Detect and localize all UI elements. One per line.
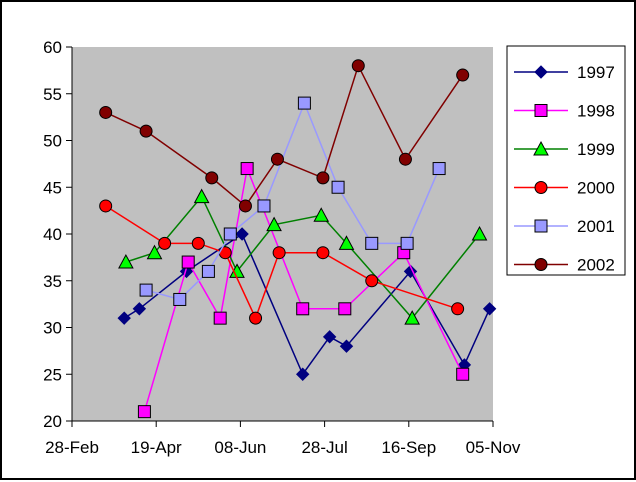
y-tick-label: 25 [43, 365, 62, 384]
data-point-1999 [313, 207, 330, 222]
data-point-2001 [331, 180, 345, 194]
data-point-1997 [322, 330, 337, 344]
y-tick-label: 60 [43, 38, 62, 57]
data-point-2001 [201, 264, 215, 278]
data-point-2000 [316, 246, 330, 260]
legend-entry-2000: 2000 [514, 179, 615, 198]
data-point-2001 [297, 96, 311, 110]
x-tick-label: 28-Jul [301, 438, 347, 457]
data-point-2002 [139, 124, 153, 138]
data-point-1999 [193, 188, 210, 204]
y-tick-label: 45 [43, 178, 62, 197]
y-tick-label: 40 [43, 225, 62, 244]
data-point-2000 [191, 236, 205, 250]
data-point-1998 [181, 255, 195, 269]
legend-marker [534, 181, 548, 194]
data-point-2002 [99, 105, 113, 119]
y-tick-label: 55 [43, 85, 62, 104]
data-point-1997 [482, 302, 497, 316]
data-point-1999 [266, 216, 282, 232]
plot-background [72, 47, 493, 421]
data-point-1997 [296, 367, 310, 381]
data-point-2002 [205, 171, 219, 185]
data-point-2001 [257, 199, 271, 213]
series-2000 [99, 199, 465, 325]
legend-label: 2000 [577, 179, 615, 198]
data-point-1998 [213, 311, 227, 325]
legend-entry-1997: 1997 [514, 63, 615, 82]
axes: 20 25 30 35 40 45 50 55 60 28-Feb 19-Apr 08-Jun 28-J… [43, 38, 521, 457]
data-point-1997 [132, 302, 147, 316]
data-point-2001 [139, 283, 153, 297]
x-tick-label: 08-Jun [214, 438, 266, 457]
data-point-2001 [365, 236, 379, 250]
data-point-1999 [338, 235, 355, 250]
x-tick-label: 05-Nov [466, 438, 521, 457]
data-point-2002 [398, 152, 412, 166]
data-point-1998 [338, 302, 352, 316]
legend-entry-1999: 1999 [514, 140, 615, 159]
legend-entry-2002: 2002 [514, 256, 615, 275]
series-layer [99, 59, 497, 419]
legend-marker [533, 140, 549, 156]
y-tick-label: 20 [43, 412, 62, 431]
data-point-2002 [238, 199, 252, 213]
legend-label: 2002 [577, 256, 615, 275]
data-point-2002 [270, 152, 284, 166]
data-point-1998 [296, 302, 310, 316]
data-point-2001 [400, 236, 414, 250]
series-line-1998 [143, 165, 464, 412]
legend-label: 2001 [577, 217, 615, 236]
data-point-1999 [471, 225, 488, 241]
data-point-1997 [117, 311, 131, 325]
legend-label: 1998 [577, 102, 615, 121]
data-point-1997 [235, 227, 249, 241]
legend-label: 1997 [577, 63, 615, 82]
series-line-2001 [145, 101, 440, 301]
x-tick-label: 19-Apr [131, 438, 182, 457]
series-2002 [99, 59, 470, 213]
y-tick-label: 35 [43, 272, 62, 291]
series-2001 [139, 96, 446, 306]
data-point-2000 [158, 236, 172, 250]
plot-area [72, 47, 493, 421]
y-tick-label: 50 [43, 132, 62, 151]
legend-entry-2001: 2001 [514, 217, 615, 236]
data-point-1998 [456, 367, 470, 381]
data-point-2002 [351, 59, 365, 73]
legend: 1997 1998 1999 2000 2001 2002 [506, 45, 626, 276]
data-point-1999 [118, 253, 134, 269]
x-tick-label: 28-Feb [45, 438, 99, 457]
y-tick-label: 30 [43, 319, 62, 338]
legend-marker [534, 104, 548, 117]
data-point-1999 [404, 310, 421, 325]
data-point-2000 [272, 246, 286, 260]
x-tick-label: 16-Sep [381, 438, 436, 457]
data-point-2001 [173, 292, 187, 306]
data-point-2001 [432, 162, 446, 176]
data-point-2001 [223, 227, 237, 241]
legend-label: 1999 [577, 140, 615, 159]
series-line-1997 [123, 232, 491, 376]
legend-entry-1998: 1998 [514, 102, 615, 121]
data-point-1999 [146, 244, 163, 260]
data-point-2000 [451, 302, 465, 316]
data-point-1998 [137, 405, 151, 419]
data-point-1997 [339, 339, 354, 353]
legend-marker [534, 65, 548, 79]
series-1997 [117, 227, 497, 381]
data-point-2000 [365, 274, 379, 288]
data-point-2002 [456, 68, 470, 82]
data-point-2002 [316, 171, 330, 185]
data-point-2000 [99, 199, 113, 213]
legend-marker [534, 219, 548, 233]
data-point-2000 [249, 311, 263, 325]
legend-box [506, 45, 626, 276]
series-1998 [137, 162, 470, 419]
legend-marker [534, 258, 548, 271]
data-point-1998 [240, 162, 254, 176]
